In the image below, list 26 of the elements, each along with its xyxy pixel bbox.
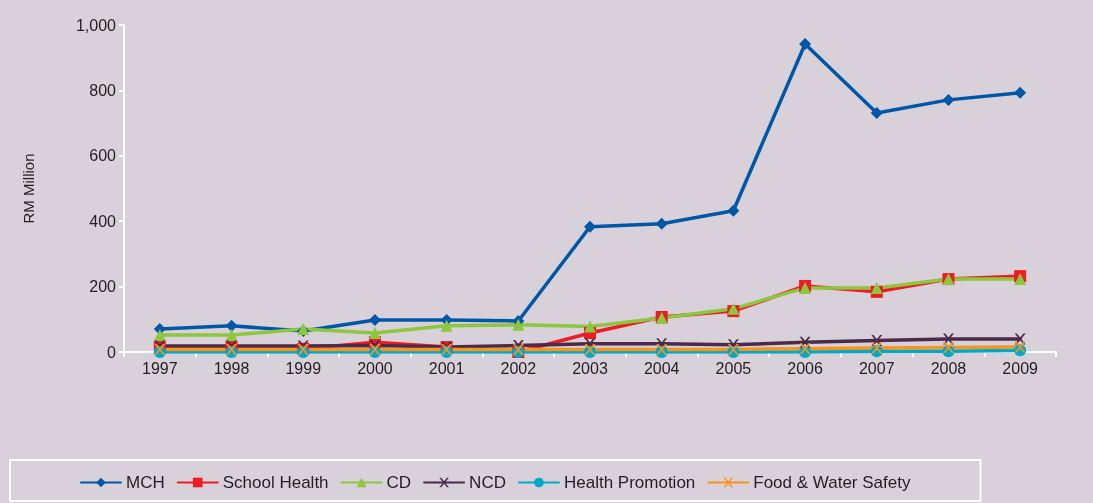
x-tick-label: 2002	[500, 359, 537, 377]
x-tick-label: 2007	[858, 359, 895, 377]
x-tick-label: 1998	[213, 359, 250, 377]
x-tick-label: 2005	[715, 359, 752, 377]
x-tick-label: 2008	[930, 359, 967, 377]
x-tick-label: 2004	[643, 359, 680, 377]
y-axis-title: RM Million	[20, 153, 37, 224]
x-tick-label: 2003	[572, 359, 608, 377]
y-tick-label: 800	[89, 81, 117, 99]
legend-label: MCH	[126, 473, 165, 492]
x-tick-label: 1997	[142, 359, 178, 377]
y-tick-label: 600	[89, 147, 117, 165]
legend-label: School Health	[222, 473, 329, 492]
legend-label: NCD	[469, 473, 506, 492]
x-tick-label: 2001	[428, 359, 465, 377]
x-tick-label: 1999	[285, 359, 322, 377]
legend-label: CD	[386, 473, 412, 492]
legend-label: Health Promotion	[563, 473, 696, 492]
legend-label: Food & Water Safety	[753, 473, 911, 492]
x-tick-label: 2000	[357, 359, 393, 377]
y-tick-label: 400	[89, 212, 117, 230]
x-tick-label: 2009	[1002, 359, 1039, 377]
y-tick-label: 0	[107, 343, 117, 361]
y-tick-label: 1,000	[75, 16, 117, 34]
x-tick-label: 2006	[787, 359, 823, 377]
y-tick-label: 200	[89, 278, 117, 296]
